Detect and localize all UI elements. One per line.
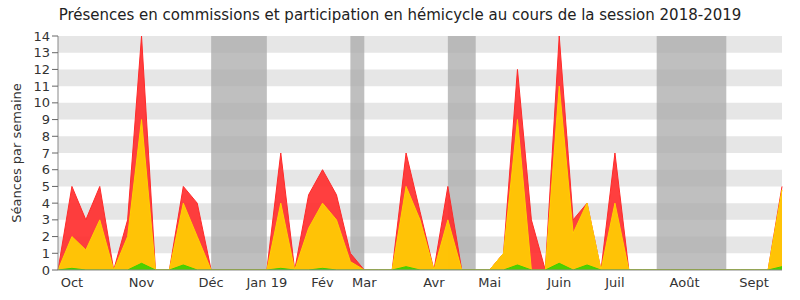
- svg-text:5: 5: [42, 179, 50, 194]
- svg-text:4: 4: [42, 196, 50, 211]
- svg-text:10: 10: [33, 95, 50, 110]
- svg-text:Mai: Mai: [478, 275, 501, 290]
- svg-text:6: 6: [42, 162, 50, 177]
- svg-text:1: 1: [42, 246, 50, 261]
- svg-text:Juin: Juin: [546, 275, 571, 290]
- svg-text:13: 13: [33, 45, 50, 60]
- svg-text:Avr: Avr: [423, 275, 445, 290]
- svg-text:3: 3: [42, 212, 50, 227]
- svg-text:7: 7: [42, 146, 50, 161]
- svg-text:Séances par semaine: Séances par semaine: [9, 83, 24, 222]
- svg-text:12: 12: [33, 62, 50, 77]
- svg-text:Sept: Sept: [739, 275, 769, 290]
- svg-text:11: 11: [33, 79, 50, 94]
- svg-text:Mar: Mar: [352, 275, 377, 290]
- svg-text:Fév: Fév: [311, 275, 334, 290]
- svg-text:Jan 19: Jan 19: [245, 275, 287, 290]
- html-text:Présences en commissions et pa: Présences en commissions et participatio…: [58, 6, 742, 24]
- svg-text:Juil: Juil: [604, 275, 624, 290]
- svg-text:Nov: Nov: [129, 275, 155, 290]
- svg-text:9: 9: [42, 112, 50, 127]
- svg-text:0: 0: [42, 263, 50, 278]
- svg-text:Août: Août: [670, 275, 700, 290]
- svg-text:Déc: Déc: [199, 275, 224, 290]
- svg-text:Oct: Oct: [61, 275, 83, 290]
- svg-text:2: 2: [42, 229, 50, 244]
- svg-text:8: 8: [42, 129, 50, 144]
- svg-text:14: 14: [33, 29, 50, 44]
